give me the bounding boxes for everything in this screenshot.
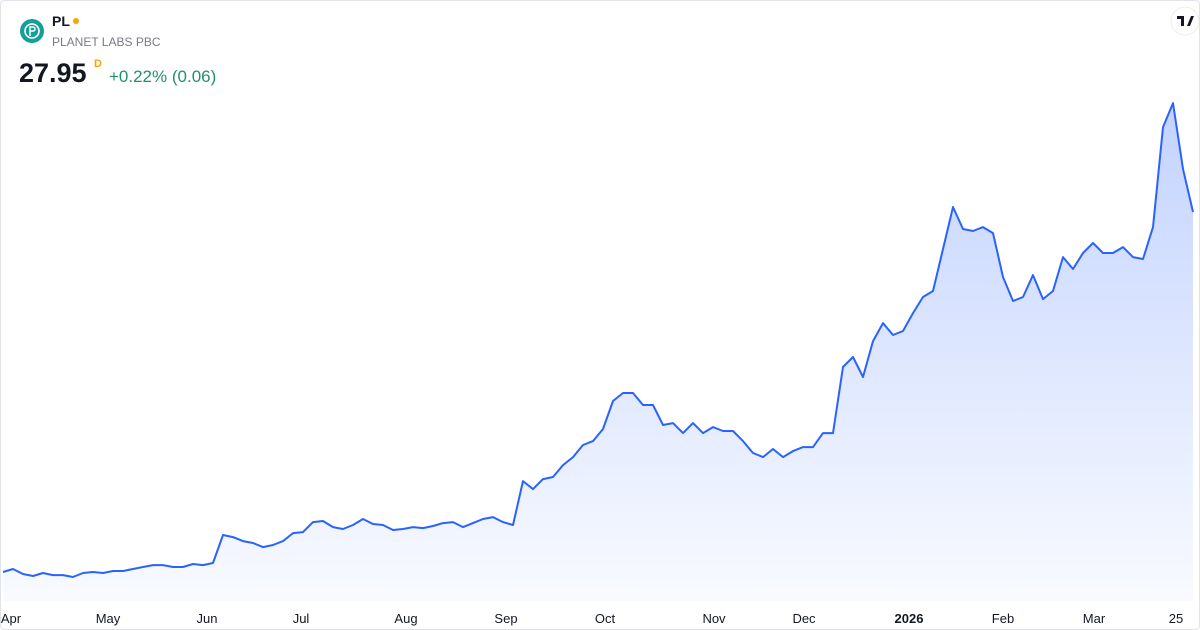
tradingview-logo[interactable] bbox=[1170, 6, 1199, 36]
change: +0.22% (0.06) bbox=[109, 67, 216, 86]
x-tick-label: Aug bbox=[394, 611, 417, 626]
logo bbox=[20, 19, 44, 43]
x-tick-label: 2026 bbox=[895, 611, 924, 626]
x-tick-label: Dec bbox=[792, 611, 816, 626]
price: 27.95 bbox=[19, 58, 87, 88]
x-tick-label: Jun bbox=[197, 611, 218, 626]
x-tick-label: Feb bbox=[992, 611, 1014, 626]
area-fill bbox=[3, 103, 1193, 601]
x-tick-label: 25 bbox=[1169, 611, 1183, 626]
x-tick-label: Jul bbox=[293, 611, 310, 626]
status-dot bbox=[73, 18, 79, 24]
x-tick-label: May bbox=[96, 611, 121, 626]
interval: D bbox=[94, 58, 102, 70]
x-tick-label: Oct bbox=[595, 611, 616, 626]
ticker: PL bbox=[52, 13, 70, 29]
company-name: PLANET LABS PBC bbox=[52, 35, 161, 49]
x-tick-label: Nov bbox=[702, 611, 726, 626]
x-tick-label: Sep bbox=[494, 611, 517, 626]
x-tick-label: Apr bbox=[1, 611, 22, 626]
x-tick-label: Mar bbox=[1083, 611, 1106, 626]
price-line bbox=[2, 102, 1194, 578]
